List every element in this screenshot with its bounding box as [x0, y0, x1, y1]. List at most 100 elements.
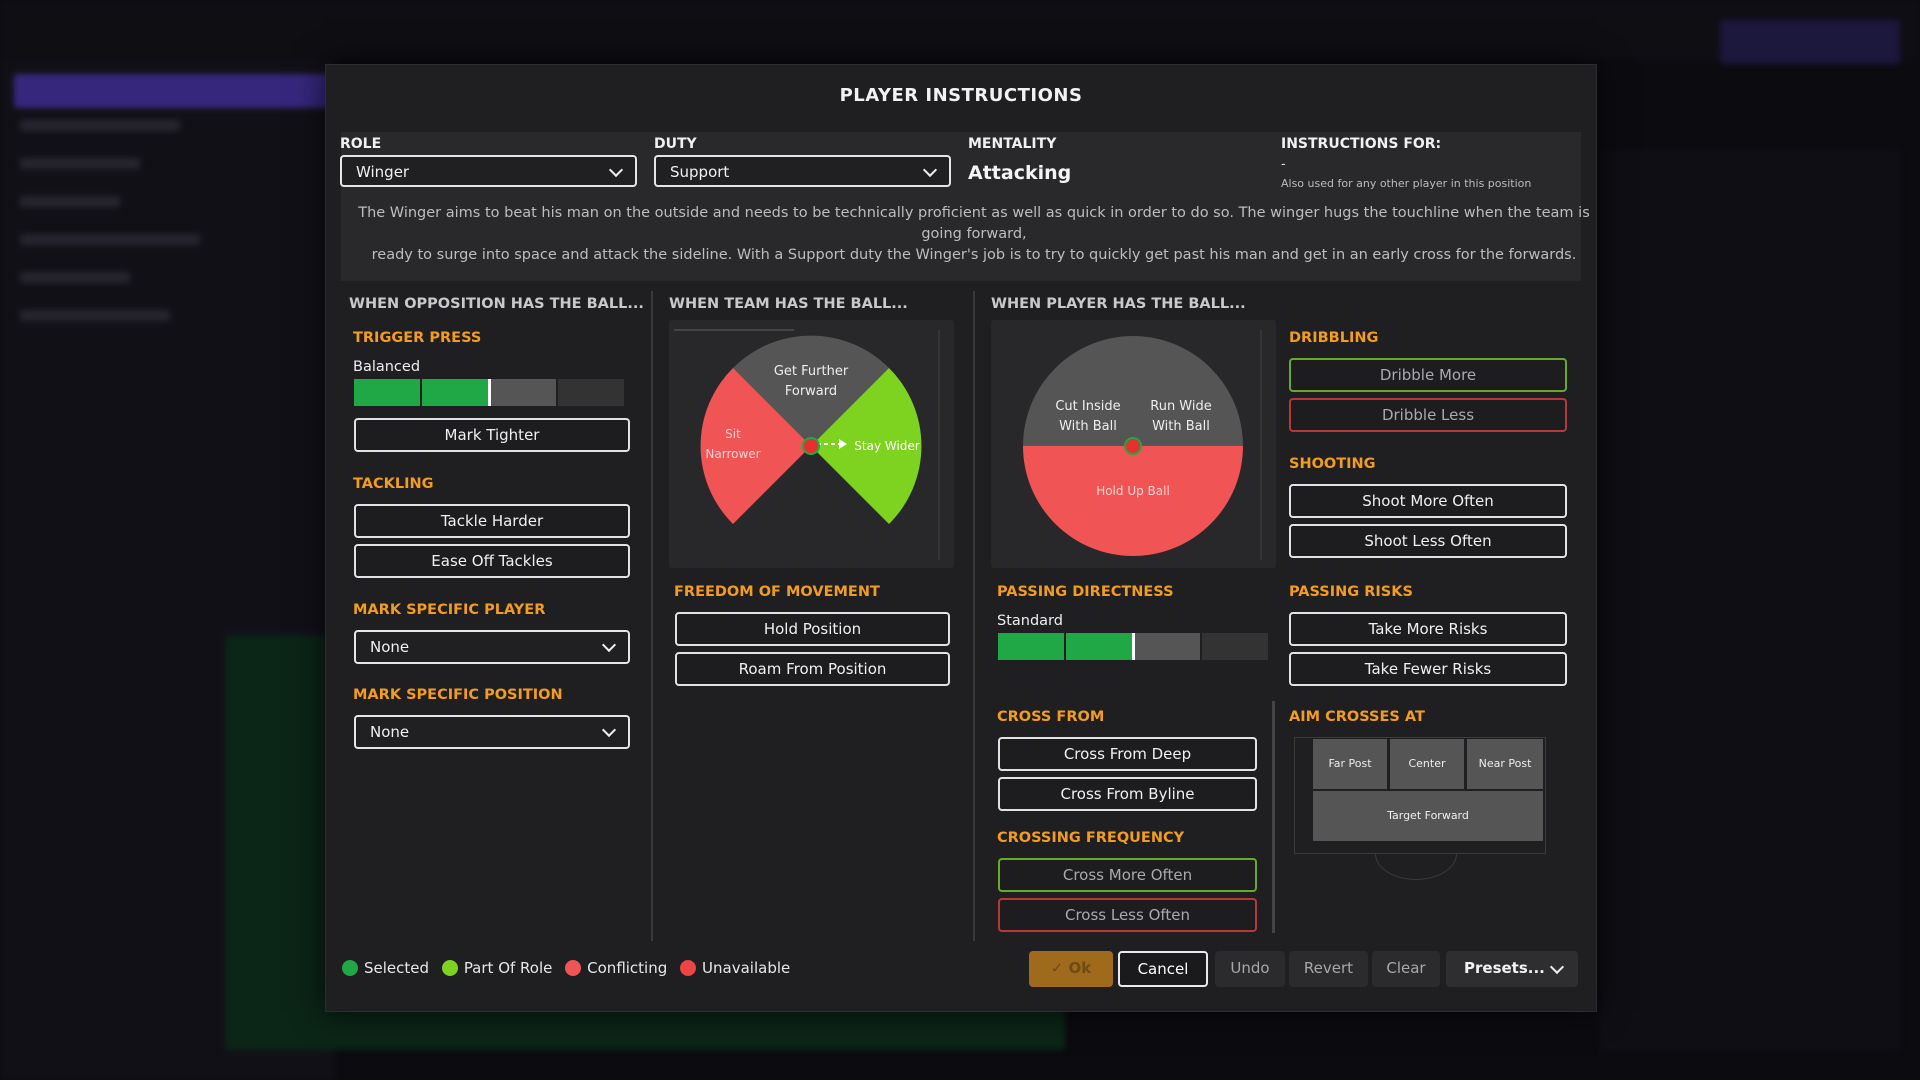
mark-specific-player-title: MARK SPECIFIC PLAYER	[353, 602, 546, 618]
background-topbar	[0, 0, 1920, 60]
take-fewer-risks-button[interactable]: Take Fewer Risks	[1289, 652, 1567, 686]
wheel-label-cut-inside-2: With Ball	[1059, 419, 1117, 434]
tackling-title: TACKLING	[353, 476, 434, 492]
legend: Selected Part Of Role Conflicting Unavai…	[342, 959, 790, 977]
sit-narrower-zone[interactable]	[700, 368, 811, 524]
player-position-marker[interactable]	[802, 437, 820, 455]
mark-specific-position-select[interactable]: None	[354, 715, 630, 749]
player-wheel-panel: Cut Inside With Ball Run Wide With Ball …	[991, 320, 1276, 568]
conflicting-dot-icon	[565, 960, 582, 976]
mark-specific-position-title: MARK SPECIFIC POSITION	[353, 687, 563, 703]
passing-directness-slider[interactable]	[998, 633, 1272, 660]
duty-select[interactable]: Support	[654, 155, 951, 187]
column-divider	[651, 291, 653, 941]
shoot-less-often-button[interactable]: Shoot Less Often	[1289, 524, 1567, 558]
player-position-marker[interactable]	[1124, 437, 1142, 455]
role-select-value: Winger	[356, 163, 410, 181]
chevron-down-icon	[601, 637, 617, 653]
cross-from-deep-button[interactable]: Cross From Deep	[998, 737, 1257, 771]
mark-specific-position-value: None	[370, 723, 410, 741]
aim-far-post[interactable]: Far Post	[1313, 739, 1387, 789]
trigger-press-value: Balanced	[353, 359, 421, 375]
unavailable-dot-icon	[680, 960, 697, 976]
legend-unavailable: Unavailable	[702, 959, 791, 977]
mark-specific-player-value: None	[370, 638, 410, 656]
legend-part-of-role: Part Of Role	[463, 959, 553, 977]
column-divider	[973, 291, 975, 941]
duty-label: DUTY	[654, 136, 697, 152]
role-label: ROLE	[340, 136, 382, 152]
aim-center[interactable]: Center	[1390, 739, 1464, 789]
passing-risks-title: PASSING RISKS	[1289, 584, 1413, 600]
take-more-risks-button[interactable]: Take More Risks	[1289, 612, 1567, 646]
hold-position-button[interactable]: Hold Position	[675, 612, 950, 646]
get-further-forward-zone[interactable]	[733, 335, 889, 446]
cross-less-often-button[interactable]: Cross Less Often	[998, 898, 1257, 932]
ease-off-tackles-button[interactable]: Ease Off Tackles	[354, 544, 630, 578]
scrollbar[interactable]	[1272, 701, 1275, 933]
cross-from-byline-button[interactable]: Cross From Byline	[998, 777, 1257, 811]
mark-tighter-button[interactable]: Mark Tighter	[354, 418, 630, 452]
cross-more-often-button[interactable]: Cross More Often	[998, 858, 1257, 892]
undo-button[interactable]: Undo	[1215, 951, 1285, 987]
passing-directness-value: Standard	[997, 613, 1063, 629]
role-description-line-2: ready to surge into space and attack the…	[371, 247, 1577, 263]
dribble-more-button[interactable]: Dribble More	[1289, 358, 1567, 392]
role-select[interactable]: Winger	[340, 155, 637, 187]
role-description: The Winger aims to beat his man on the o…	[344, 203, 1604, 266]
dribble-less-button[interactable]: Dribble Less	[1289, 398, 1567, 432]
player-heading: WHEN PLAYER HAS THE BALL...	[991, 296, 1246, 312]
slider-marker[interactable]	[488, 379, 491, 406]
instructions-for-value: -	[1281, 157, 1286, 172]
legend-conflicting: Conflicting	[587, 959, 668, 977]
wheel-label-hold-up-ball: Hold Up Ball	[1096, 484, 1170, 498]
wheel-label-run-wide-1: Run Wide	[1150, 399, 1212, 414]
part-of-role-dot-icon	[441, 960, 458, 976]
wheel-label-run-wide-2: With Ball	[1152, 419, 1210, 434]
roam-from-position-button[interactable]: Roam From Position	[675, 652, 950, 686]
ok-button[interactable]: ✓ Ok	[1029, 951, 1113, 987]
cut-inside-run-wide-zone[interactable]	[1023, 336, 1243, 446]
aim-near-post[interactable]: Near Post	[1467, 739, 1543, 789]
presets-button[interactable]: Presets...	[1446, 951, 1578, 987]
team-wheel-panel: Get Further Forward Sit Narrower Stay Wi…	[669, 320, 954, 568]
team-movement-wheel[interactable]: Get Further Forward Sit Narrower Stay Wi…	[669, 320, 954, 568]
background-continue-button	[1720, 20, 1900, 64]
checkmark-icon: ✓	[1050, 959, 1064, 977]
cross-from-title: CROSS FROM	[997, 709, 1105, 725]
duty-select-value: Support	[670, 163, 730, 181]
player-instructions-dialog: PLAYER INSTRUCTIONS ROLE Winger DUTY Sup…	[325, 64, 1597, 1012]
team-heading: WHEN TEAM HAS THE BALL...	[669, 296, 908, 312]
mentality-value: Attacking	[968, 162, 1072, 184]
aim-target-forward[interactable]: Target Forward	[1313, 791, 1543, 841]
trigger-press-slider[interactable]	[354, 379, 624, 406]
hold-up-ball-zone[interactable]	[1023, 446, 1243, 556]
clear-button[interactable]: Clear	[1372, 951, 1440, 987]
chevron-down-icon	[608, 162, 624, 178]
chevron-down-icon	[601, 722, 617, 738]
selected-dot-icon	[342, 960, 358, 976]
tackle-harder-button[interactable]: Tackle Harder	[354, 504, 630, 538]
wheel-label-wider: Stay Wider	[854, 439, 920, 453]
shoot-more-often-button[interactable]: Shoot More Often	[1289, 484, 1567, 518]
dribbling-title: DRIBBLING	[1289, 330, 1379, 346]
legend-selected: Selected	[364, 959, 430, 977]
shooting-title: SHOOTING	[1289, 456, 1376, 472]
chevron-down-icon	[1549, 959, 1565, 975]
revert-button[interactable]: Revert	[1289, 951, 1368, 987]
passing-directness-title: PASSING DIRECTNESS	[997, 584, 1174, 600]
role-description-line-1: The Winger aims to beat his man on the o…	[358, 205, 1590, 242]
background-right-panel	[1600, 150, 1900, 1050]
cancel-button[interactable]: Cancel	[1118, 951, 1208, 987]
instructions-for-label: INSTRUCTIONS FOR:	[1281, 136, 1442, 152]
slider-marker[interactable]	[1132, 633, 1135, 660]
wheel-label-forward-2: Forward	[785, 384, 837, 399]
presets-label: Presets...	[1464, 959, 1545, 977]
player-ball-wheel[interactable]: Cut Inside With Ball Run Wide With Ball …	[991, 320, 1276, 568]
stay-wider-zone[interactable]	[811, 368, 922, 524]
freedom-of-movement-title: FREEDOM OF MOVEMENT	[674, 584, 880, 600]
ok-label: Ok	[1068, 959, 1092, 977]
wheel-label-narrower-2: Narrower	[705, 447, 760, 461]
aim-crosses-at-title: AIM CROSSES AT	[1289, 709, 1425, 725]
mark-specific-player-select[interactable]: None	[354, 630, 630, 664]
